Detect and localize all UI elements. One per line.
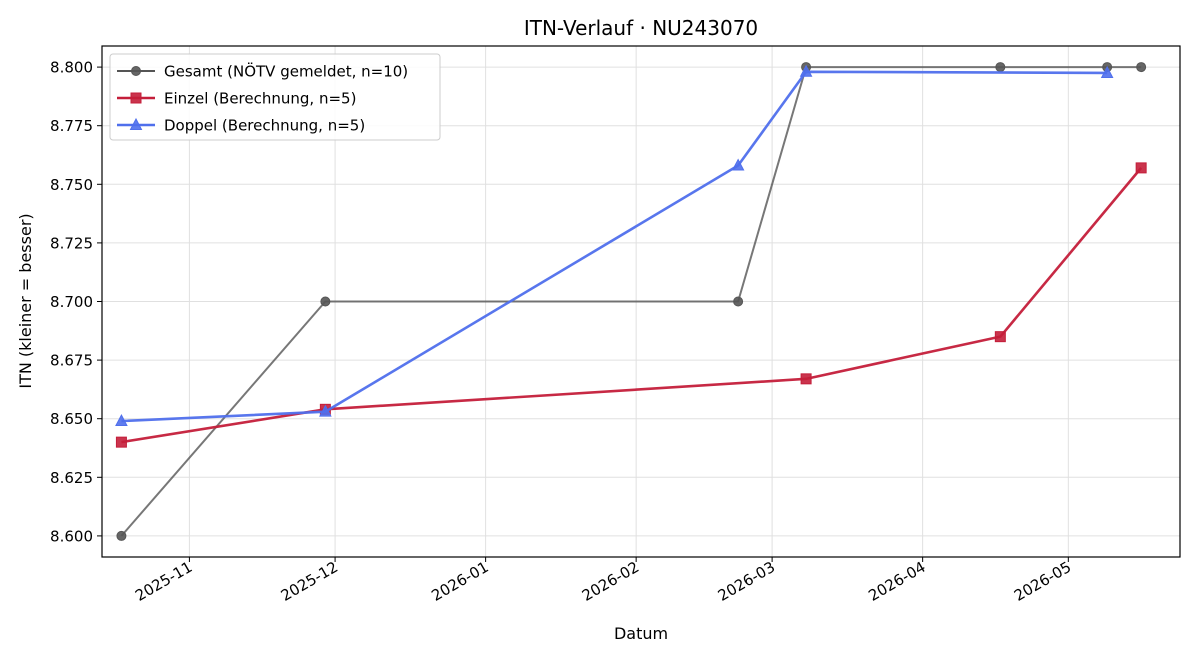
legend: Gesamt (NÖTV gemeldet, n=10) Einzel (Bere… [109, 53, 441, 141]
data-point-doppel [799, 64, 813, 77]
legend-label: Gesamt (NÖTV gemeldet, n=10) [164, 62, 408, 81]
data-point-einzel [1135, 162, 1147, 174]
data-point-einzel [994, 331, 1006, 343]
x-tick-label: 2026-04 [865, 558, 928, 605]
data-point-doppel [115, 413, 128, 427]
data-point-gesamt [116, 530, 127, 541]
series-line-einzel [121, 167, 1143, 444]
y-axis-label: ITN (kleiner = besser) [16, 213, 35, 388]
y-tick-label: 8.700 [50, 293, 93, 311]
data-point-gesamt [1136, 62, 1147, 73]
data-point-gesamt [995, 62, 1006, 73]
legend-label: Einzel (Berechnung, n=5) [164, 90, 356, 108]
x-tick-label: 2025-12 [278, 558, 341, 605]
legend-marker [131, 66, 141, 76]
plot-series [115, 62, 1147, 541]
legend-entry-einzel: Einzel (Berechnung, n=5) [117, 90, 356, 108]
legend-box [109, 53, 441, 141]
y-tick-label: 8.600 [50, 527, 93, 545]
series-einzel [115, 162, 1147, 448]
data-point-einzel [115, 436, 127, 448]
y-tick-label: 8.675 [50, 352, 93, 370]
x-tick-label: 2026-01 [428, 558, 491, 605]
data-point-doppel [731, 158, 745, 171]
legend-entry-gesamt: Gesamt (NÖTV gemeldet, n=10) [117, 62, 408, 81]
legend-marker [130, 92, 142, 104]
data-point-gesamt [320, 296, 331, 307]
legend-marker [129, 117, 143, 130]
y-tick-label: 8.650 [50, 410, 93, 428]
x-axis: 2025-11 2025-12 2026-01 2026-02 2026-03 2026-… [132, 557, 1074, 605]
y-tick-label: 8.725 [50, 234, 93, 252]
x-tick-label: 2026-03 [715, 558, 778, 605]
x-axis-label: Datum [614, 624, 668, 643]
chart-title: ITN-Verlauf · NU243070 [524, 16, 758, 40]
data-point-einzel [800, 373, 812, 385]
data-point-doppel [319, 404, 332, 417]
x-tick-label: 2026-05 [1011, 558, 1074, 605]
y-tick-label: 8.775 [50, 117, 93, 135]
x-tick-label: 2026-02 [579, 558, 642, 605]
y-axis: 8.600 8.625 8.650 8.675 8.700 8.725 8.750 8.775… [50, 59, 102, 545]
data-point-gesamt [733, 296, 744, 307]
y-tick-label: 8.750 [50, 176, 93, 194]
x-tick-label: 2025-11 [132, 558, 195, 605]
legend-entry-doppel: Doppel (Berechnung, n=5) [117, 117, 365, 135]
y-tick-label: 8.800 [50, 59, 93, 77]
data-point-doppel [1100, 65, 1114, 78]
y-tick-label: 8.625 [50, 469, 93, 487]
legend-label: Doppel (Berechnung, n=5) [164, 117, 365, 135]
series-doppel [115, 64, 1114, 427]
